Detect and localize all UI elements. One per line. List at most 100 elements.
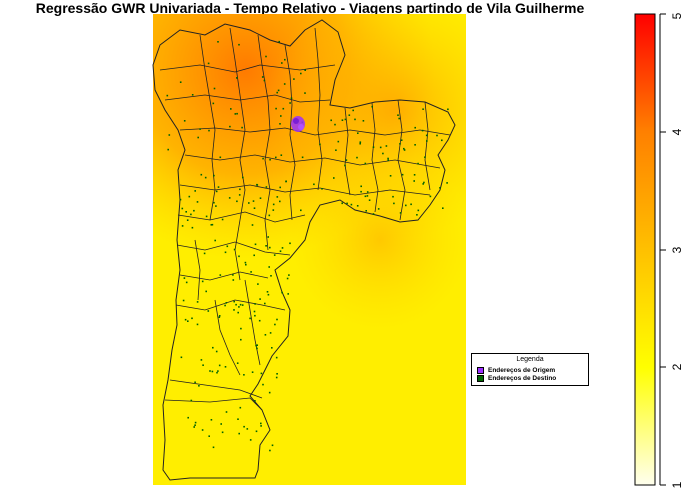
colorbar: 1 2 3 4 5	[634, 12, 684, 488]
destination-point	[403, 147, 405, 150]
destination-point	[211, 223, 214, 226]
destination-point	[190, 213, 192, 216]
destination-point	[236, 362, 239, 364]
destination-point	[245, 263, 247, 266]
destination-point	[271, 347, 273, 349]
destination-point	[379, 146, 382, 149]
legend-title: Legenda	[516, 356, 544, 363]
colorbar-tick-label-1: 1	[670, 481, 684, 488]
destination-point	[241, 126, 243, 129]
destination-point	[215, 190, 218, 193]
destination-point	[279, 250, 282, 252]
destination-point	[392, 195, 394, 198]
legend-item-origin-label: Endereços de Origem	[488, 367, 556, 375]
destination-point	[263, 79, 266, 82]
destination-point	[244, 261, 247, 264]
destination-point	[224, 304, 226, 307]
destination-point	[208, 435, 210, 437]
city-boundary	[152, 19, 456, 481]
destination-point	[213, 174, 215, 177]
destination-point	[414, 144, 416, 146]
destination-point	[368, 199, 371, 201]
destination-point	[215, 205, 217, 207]
destination-point	[398, 117, 400, 120]
destination-point	[221, 218, 224, 221]
destination-point	[397, 114, 399, 116]
destination-point	[188, 195, 191, 198]
colorbar-tick-3: 3	[660, 246, 684, 253]
destination-point	[193, 426, 195, 428]
destination-point	[218, 316, 221, 318]
destination-point	[289, 242, 291, 245]
destination-point	[319, 143, 321, 146]
destination-point	[283, 83, 286, 85]
destination-point	[207, 310, 210, 312]
destination-point	[208, 129, 210, 132]
destination-point	[212, 346, 214, 349]
destination-point	[410, 203, 412, 206]
destination-point	[266, 291, 269, 293]
destination-point	[203, 252, 206, 255]
destination-point	[251, 224, 254, 226]
destination-point	[313, 183, 315, 186]
destination-point	[348, 114, 351, 116]
destination-point	[280, 154, 283, 156]
destination-point	[393, 202, 395, 205]
destination-point	[210, 224, 213, 226]
destination-point	[441, 139, 443, 142]
destination-point	[270, 275, 272, 277]
destination-point	[371, 105, 373, 108]
destination-point	[207, 62, 210, 65]
destination-point	[372, 146, 375, 148]
destination-point	[183, 120, 186, 122]
destination-point	[201, 280, 204, 283]
destination-point	[191, 94, 194, 96]
destination-point	[275, 376, 278, 379]
destination-point	[246, 428, 249, 430]
destination-point	[217, 186, 220, 188]
destination-point	[344, 164, 346, 167]
destination-point	[260, 425, 262, 427]
destination-point	[238, 255, 240, 258]
destination-point	[238, 306, 240, 308]
destination-point	[262, 157, 264, 160]
destination-point	[285, 180, 287, 183]
destination-point	[272, 203, 275, 206]
destination-point	[273, 254, 276, 256]
destination-point	[187, 416, 189, 419]
destination-point	[194, 190, 196, 192]
destination-point	[268, 266, 270, 268]
destination-point	[230, 108, 232, 110]
colorbar-gradient	[634, 13, 656, 486]
destination-point	[253, 254, 255, 257]
destination-point	[259, 298, 261, 300]
destination-point	[425, 134, 428, 137]
destination-point	[243, 374, 245, 376]
destination-point	[220, 423, 222, 425]
destination-point	[447, 108, 449, 111]
destination-point	[185, 281, 188, 284]
destination-point	[289, 102, 291, 104]
destination-point	[258, 319, 261, 322]
destination-point	[360, 190, 362, 193]
destination-point	[364, 195, 367, 198]
colorbar-tick-label-2: 2	[670, 363, 684, 370]
destination-point	[286, 277, 289, 280]
destination-point	[262, 383, 264, 386]
destination-point	[400, 139, 403, 141]
destination-point	[236, 200, 238, 203]
destination-point	[199, 128, 201, 130]
destination-point	[304, 92, 306, 94]
destination-point	[277, 89, 280, 92]
legend-item-origin: Endereços de Origem	[477, 367, 555, 375]
destination-point	[201, 429, 204, 431]
destination-point	[265, 55, 267, 58]
destination-point	[360, 185, 362, 188]
destination-point	[252, 200, 255, 202]
destination-point	[287, 293, 289, 295]
destination-point	[253, 310, 256, 313]
destination-point	[209, 370, 211, 372]
colorbar-tick-1: 1	[660, 481, 684, 488]
destination-point	[334, 123, 336, 126]
destination-point	[255, 344, 257, 347]
